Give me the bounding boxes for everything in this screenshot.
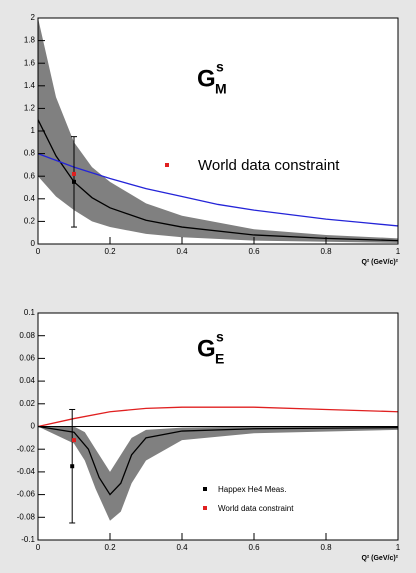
y-tick-label: -0.04 bbox=[17, 467, 36, 476]
x-tick-label: 0.8 bbox=[320, 543, 332, 552]
y-tick-label: 0.8 bbox=[24, 149, 36, 158]
plot-frame bbox=[37, 17, 399, 245]
x-tick-label: 1 bbox=[396, 247, 401, 256]
data-point bbox=[70, 464, 75, 469]
x-tick-label: 0.6 bbox=[248, 247, 260, 256]
panel-title-sub: M bbox=[215, 81, 227, 97]
y-tick-label: 0.06 bbox=[19, 354, 35, 363]
legend-marker bbox=[203, 487, 207, 491]
x-tick-label: 0.2 bbox=[104, 543, 116, 552]
y-tick-label: 0 bbox=[31, 422, 36, 431]
panel-title-sup: s bbox=[216, 59, 224, 75]
panel-title: G bbox=[197, 335, 216, 362]
x-tick-label: 0.6 bbox=[248, 543, 260, 552]
x-tick-label: 1 bbox=[396, 543, 401, 552]
x-axis-label: Q² (GeV/c)² bbox=[361, 555, 398, 562]
x-tick-label: 0.2 bbox=[104, 247, 116, 256]
y-tick-label: 0 bbox=[31, 239, 36, 248]
x-tick-label: 0.4 bbox=[176, 543, 188, 552]
y-tick-label: 1 bbox=[31, 126, 36, 135]
data-point bbox=[72, 171, 76, 176]
panel-title-sup: s bbox=[216, 329, 224, 345]
y-tick-label: 0.2 bbox=[24, 217, 36, 226]
y-tick-label: 0.02 bbox=[19, 399, 35, 408]
y-tick-label: 0.04 bbox=[19, 376, 35, 385]
y-tick-label: 0.1 bbox=[24, 308, 36, 317]
data-point bbox=[72, 438, 76, 443]
plot-frame bbox=[37, 312, 399, 541]
x-tick-label: 0 bbox=[36, 543, 41, 552]
x-axis-label: Q² (GeV/c)² bbox=[361, 259, 398, 266]
legend-marker bbox=[203, 506, 207, 510]
x-tick-label: 0 bbox=[36, 247, 41, 256]
y-tick-label: 2 bbox=[31, 13, 36, 22]
y-tick-label: -0.1 bbox=[21, 535, 35, 544]
y-tick-label: 1.6 bbox=[24, 58, 36, 67]
panel-title-sub: E bbox=[215, 351, 224, 367]
panel-title: G bbox=[197, 65, 216, 92]
error-band bbox=[38, 426, 398, 521]
y-tick-label: -0.08 bbox=[17, 512, 36, 521]
legend-marker bbox=[165, 163, 169, 167]
y-tick-label: 0.6 bbox=[24, 171, 36, 180]
y-tick-label: -0.06 bbox=[17, 490, 36, 499]
data-point bbox=[72, 179, 76, 184]
y-tick-label: -0.02 bbox=[17, 444, 36, 453]
y-tick-label: 1.8 bbox=[24, 36, 36, 45]
y-tick-label: 0.08 bbox=[19, 331, 35, 340]
x-tick-label: 0.4 bbox=[176, 247, 188, 256]
curve bbox=[37, 119, 399, 242]
x-tick-label: 0.8 bbox=[320, 247, 332, 256]
curve bbox=[37, 425, 399, 496]
curve bbox=[37, 152, 399, 227]
y-tick-label: 1.4 bbox=[24, 81, 36, 90]
legend-label: World data constraint bbox=[218, 504, 294, 513]
y-tick-label: 0.4 bbox=[24, 194, 36, 203]
curve bbox=[37, 406, 399, 428]
y-tick-label: 1.2 bbox=[24, 104, 36, 113]
legend-label: Happex He4 Meas. bbox=[218, 485, 286, 494]
legend-label: World data constraint bbox=[198, 157, 340, 174]
